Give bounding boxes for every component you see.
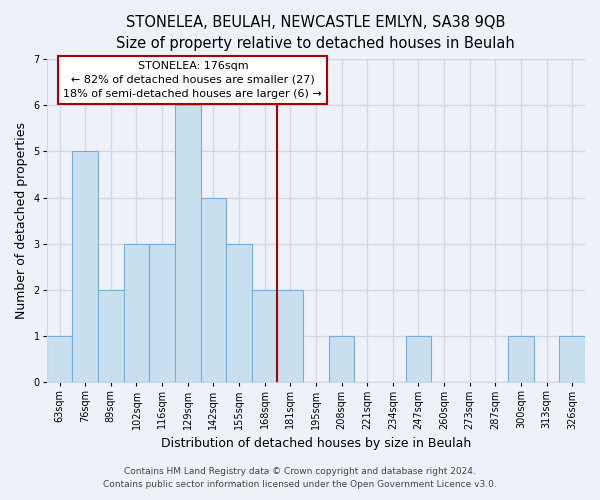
Bar <box>98 290 124 382</box>
Bar <box>277 290 303 382</box>
Bar <box>406 336 431 382</box>
Bar <box>252 290 277 382</box>
Bar <box>73 152 98 382</box>
Bar <box>200 198 226 382</box>
Text: STONELEA: 176sqm
← 82% of detached houses are smaller (27)
18% of semi-detached : STONELEA: 176sqm ← 82% of detached house… <box>64 61 322 99</box>
Bar <box>175 106 200 382</box>
Text: Contains HM Land Registry data © Crown copyright and database right 2024.
Contai: Contains HM Land Registry data © Crown c… <box>103 468 497 489</box>
Y-axis label: Number of detached properties: Number of detached properties <box>15 122 28 319</box>
Bar <box>47 336 73 382</box>
Bar <box>226 244 252 382</box>
Title: STONELEA, BEULAH, NEWCASTLE EMLYN, SA38 9QB
Size of property relative to detache: STONELEA, BEULAH, NEWCASTLE EMLYN, SA38 … <box>116 15 515 51</box>
Bar <box>508 336 534 382</box>
Bar <box>149 244 175 382</box>
Bar <box>559 336 585 382</box>
Bar <box>329 336 355 382</box>
Bar <box>124 244 149 382</box>
X-axis label: Distribution of detached houses by size in Beulah: Distribution of detached houses by size … <box>161 437 471 450</box>
